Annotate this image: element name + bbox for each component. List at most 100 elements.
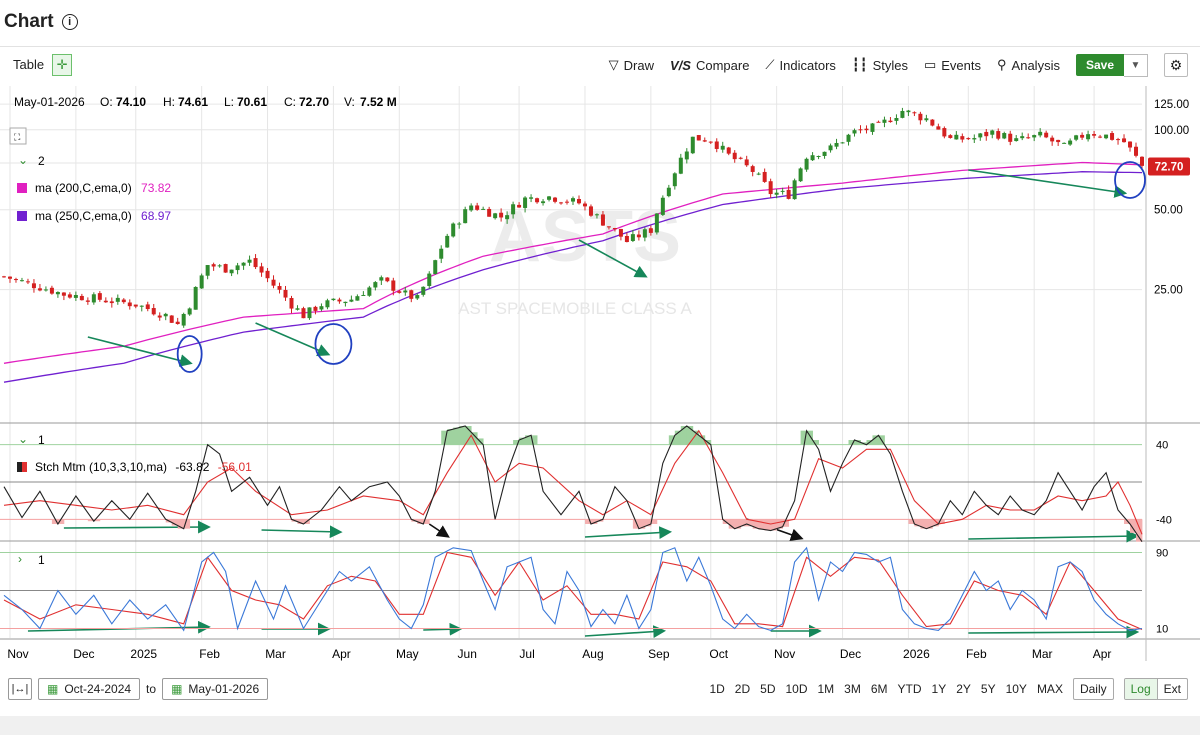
mtm-arrow-2 xyxy=(261,525,343,539)
collapse-ind2-icon[interactable]: › xyxy=(18,552,22,566)
period-2y[interactable]: 2Y xyxy=(956,682,971,696)
ind1-legend: Stch Mtm (10,3,3,10,ma) -63.82 -56.01 xyxy=(35,460,252,474)
candle-body xyxy=(996,131,1001,139)
candle-body xyxy=(361,294,366,296)
candle-body xyxy=(481,208,486,210)
candle-body xyxy=(978,133,983,138)
period-ytd[interactable]: YTD xyxy=(897,682,922,696)
period-10d[interactable]: 10D xyxy=(785,682,808,696)
candle-body xyxy=(894,117,899,121)
stoch-mtm-oversold-fill xyxy=(638,519,646,529)
stoch-mtm-overbought-fill xyxy=(806,430,813,445)
candle-body xyxy=(588,206,593,216)
candle-body xyxy=(523,197,528,208)
gear-icon[interactable]: ⚙ xyxy=(1164,53,1188,77)
candle-body xyxy=(924,118,929,121)
candle-body xyxy=(834,142,839,147)
period-3m[interactable]: 3M xyxy=(844,682,861,696)
from-date-field[interactable]: ▦ Oct-24-2024 xyxy=(38,678,141,700)
candle-body xyxy=(1056,139,1061,143)
candle-body xyxy=(594,214,599,216)
candle-body xyxy=(990,130,995,135)
period-5d[interactable]: 5D xyxy=(760,682,776,696)
period-2d[interactable]: 2D xyxy=(734,682,751,696)
ind1-count: 1 xyxy=(38,433,45,447)
styles-button[interactable]: ┇┇ Styles xyxy=(852,57,908,73)
interval-daily[interactable]: Daily xyxy=(1079,682,1107,696)
stoch-mtm-overbought-fill xyxy=(525,435,532,445)
indicators-label: Indicators xyxy=(779,57,836,73)
candle-body xyxy=(618,228,623,237)
expand-glyph: ⛶ xyxy=(13,132,21,142)
candle-body xyxy=(666,187,671,197)
events-button[interactable]: ▭ Events xyxy=(924,57,981,73)
period-max[interactable]: MAX xyxy=(1036,682,1063,696)
indicators-button[interactable]: ⟋ Indicators xyxy=(765,57,835,73)
stoch-mtm-overbought-fill xyxy=(812,440,819,445)
stoch-mtm-oversold-fill xyxy=(93,519,101,522)
candle-body xyxy=(283,289,288,298)
ma250-value: 68.97 xyxy=(141,209,171,223)
stoch-mtm-oversold-fill xyxy=(926,519,933,529)
analysis-button[interactable]: ⚲ Analysis xyxy=(997,57,1060,73)
candle-body xyxy=(642,229,647,238)
collapse-main-icon[interactable]: ⌄ xyxy=(18,153,28,167)
candle-body xyxy=(427,273,432,286)
candle-body xyxy=(517,204,522,208)
candle-body xyxy=(1110,133,1115,140)
info-icon[interactable]: i xyxy=(61,14,78,30)
x-tick-8: Jul xyxy=(519,647,534,661)
candle-body xyxy=(223,264,228,273)
chevron-down-icon[interactable]: ▼ xyxy=(1124,53,1148,77)
candle-body xyxy=(612,228,617,230)
crosshair-icon[interactable]: ✛ xyxy=(52,53,73,76)
candle-body xyxy=(714,141,719,149)
to-date-field[interactable]: ▦ May-01-2026 xyxy=(162,678,269,700)
candle-body xyxy=(648,228,653,233)
candle-body xyxy=(469,205,474,211)
candle-body xyxy=(187,308,192,315)
compare-button[interactable]: V/S Compare xyxy=(670,58,749,73)
candle-body xyxy=(247,259,252,263)
candle-body xyxy=(1134,146,1139,156)
collapse-ind1-icon[interactable]: ⌄ xyxy=(18,432,28,446)
x-tick-12: Nov xyxy=(774,647,795,661)
period-1d[interactable]: 1D xyxy=(709,682,725,696)
stoch-mtm-oversold-fill xyxy=(51,519,59,524)
period-6m[interactable]: 6M xyxy=(870,682,888,696)
candle-body xyxy=(942,128,947,137)
candle-body xyxy=(702,140,707,142)
table-toggle[interactable]: Table xyxy=(13,57,45,72)
scale-ext[interactable]: Ext xyxy=(1156,679,1187,699)
candle-body xyxy=(630,234,635,241)
candle-body xyxy=(73,295,78,298)
candle-body xyxy=(325,300,330,308)
x-tick-11: Oct xyxy=(709,647,728,661)
candle-body xyxy=(840,142,845,144)
period-10y[interactable]: 10Y xyxy=(1005,682,1027,696)
interval-select[interactable]: Daily xyxy=(1072,678,1114,700)
candle-body xyxy=(582,203,587,207)
period-1y[interactable]: 1Y xyxy=(931,682,947,696)
last-price-badge xyxy=(1148,157,1190,176)
stoch-mtm-oversold-fill xyxy=(764,519,772,531)
candle-body xyxy=(678,157,683,174)
draw-button[interactable]: ▽ Draw xyxy=(609,57,654,73)
price-chart[interactable]: ASTS AST SPACEMOBILE CLASS A 40-40 9010 … xyxy=(0,86,1200,672)
stoch-mtm-overbought-fill xyxy=(668,435,676,445)
x-tick-10: Sep xyxy=(648,647,670,661)
save-button[interactable]: Save xyxy=(1075,54,1124,76)
candle-body xyxy=(1128,141,1133,148)
period-5y[interactable]: 5Y xyxy=(980,682,996,696)
calendar-icon: ▭ xyxy=(923,57,937,72)
candle-body xyxy=(43,289,48,291)
scale-log[interactable]: Log xyxy=(1124,679,1157,699)
stoch-mtm-oversold-fill xyxy=(734,519,742,529)
candle-body xyxy=(624,235,629,243)
period-1m[interactable]: 1M xyxy=(817,682,835,696)
range-width-icon[interactable]: |↔| xyxy=(8,678,32,700)
candle-body xyxy=(858,129,863,131)
expand-icon[interactable] xyxy=(9,127,27,145)
candle-body xyxy=(1026,137,1031,139)
candle-body xyxy=(193,286,198,310)
